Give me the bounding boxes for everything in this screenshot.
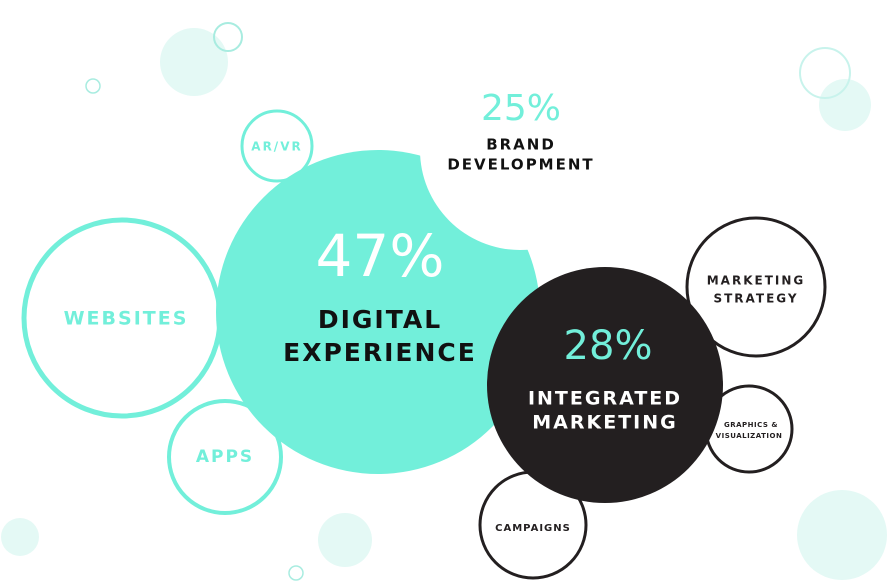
brand-label: DEVELOPMENT	[447, 156, 594, 174]
deco-circle	[799, 47, 851, 99]
brand-label: BRAND	[486, 136, 556, 154]
digital-circle	[216, 150, 540, 474]
apps-circle	[167, 399, 283, 515]
deco-circle	[318, 513, 372, 567]
brand-percent: 25%	[481, 88, 561, 129]
integrated-percent: 28%	[564, 323, 653, 369]
deco-circle	[288, 565, 304, 581]
campaigns-label: CAMPAIGNS	[495, 523, 571, 534]
apps-label: APPS	[196, 447, 254, 467]
arvr-circle	[240, 109, 314, 183]
integrated-circle	[487, 267, 723, 503]
digital-label: DIGITAL	[318, 305, 442, 334]
websites-label: WEBSITES	[64, 308, 189, 330]
strategy-label: MARKETING	[707, 274, 806, 288]
deco-circle	[160, 28, 228, 96]
deco-circle	[819, 79, 871, 131]
integrated-label: MARKETING	[532, 412, 677, 434]
graphics-label: VISUALIZATION	[716, 432, 783, 440]
graphics-label: GRAPHICS &	[724, 421, 778, 429]
bite	[420, 50, 620, 250]
digital-percent: 47%	[316, 222, 445, 290]
strategy-circle	[685, 216, 827, 358]
digital-label: EXPERIENCE	[283, 338, 477, 367]
deco-circle	[797, 490, 887, 580]
arvr-label: AR/VR	[251, 140, 302, 154]
decoration	[1, 22, 887, 581]
deco-circle	[85, 78, 101, 94]
deco-circle	[1, 518, 39, 556]
integrated-label: INTEGRATED	[528, 388, 682, 410]
deco-circle	[213, 22, 243, 52]
strategy-label: STRATEGY	[713, 292, 798, 306]
